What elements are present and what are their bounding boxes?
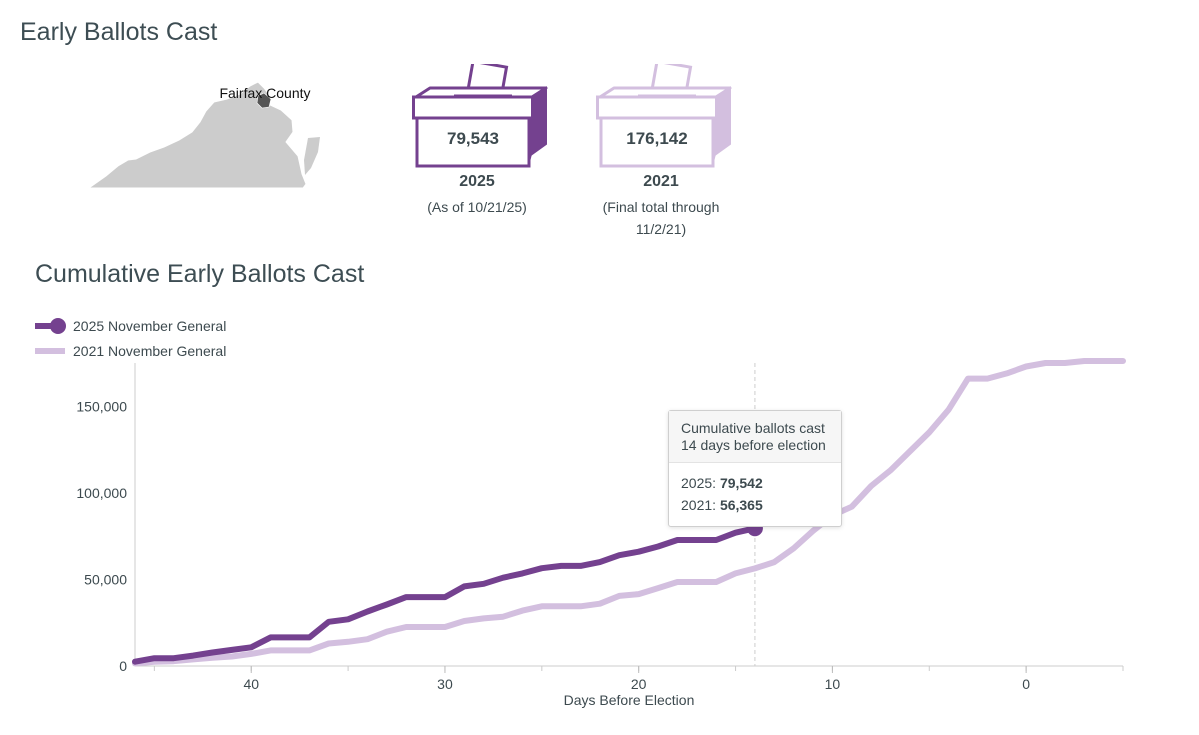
tooltip-row-2021: 2021: 56,365 (681, 494, 829, 516)
tooltip-title: Cumulative ballots cast 14 days before e… (669, 411, 841, 463)
tooltip-value: 56,365 (719, 497, 763, 513)
page-title: Early Ballots Cast (20, 18, 218, 46)
tooltip-body: 2025: 79,542 2021: 56,365 (669, 463, 841, 526)
ballot-year-2025: 2025 (459, 173, 495, 190)
y-tick-label: 50,000 (84, 571, 127, 587)
tooltip-row-2025: 2025: 79,542 (681, 472, 829, 494)
ballot-box-2021: 176,142 2021 (Final total through 11/2/2… (596, 64, 732, 237)
legend-label-2021: 2021 November General (73, 342, 227, 359)
legend-label-2025: 2025 November General (73, 317, 227, 334)
fairfax-county-shape (256, 92, 272, 109)
x-tick-label: 10 (825, 676, 841, 692)
x-tick-label: 0 (1022, 676, 1030, 692)
tooltip-label: 2021: (681, 497, 717, 513)
ballot-note-2025: (As of 10/21/25) (427, 199, 527, 215)
legend-line-marker-2021 (35, 347, 65, 354)
virginia-map: Fairfax County (87, 81, 320, 189)
chart-section-title: Cumulative Early Ballots Cast (35, 260, 365, 288)
legend-line-marker-2025 (35, 317, 66, 334)
tooltip-label: 2025: (681, 475, 717, 491)
virginia-state-shape (87, 81, 307, 189)
y-tick-label: 100,000 (76, 485, 127, 501)
y-tick-label: 0 (119, 658, 127, 674)
fairfax-county-label: Fairfax County (219, 85, 310, 101)
legend-item-2025[interactable]: 2025 November General (35, 313, 226, 338)
x-tick-label: 30 (437, 676, 453, 692)
eastern-shore-shape (304, 137, 320, 175)
series-line-2021[interactable] (132, 358, 1126, 667)
legend-item-2021[interactable]: 2021 November General (35, 338, 226, 363)
x-tick-label: 40 (243, 676, 259, 692)
ballot-count-2025: 79,543 (447, 129, 499, 148)
y-tick-label: 150,000 (76, 398, 127, 414)
ballot-box-icon (412, 64, 548, 168)
ballot-count-2021: 176,142 (626, 129, 688, 148)
chart-tooltip: Cumulative ballots cast 14 days before e… (668, 410, 842, 527)
cumulative-ballots-chart: 0 50,000 100,000 150,000 40 30 20 10 0 Days Befor… (76, 358, 1126, 708)
ballot-box-2025: 79,543 2025 (As of 10/21/25) (412, 64, 548, 215)
ballot-note-2021: (Final total through 11/2/21) (602, 199, 720, 237)
chart-legend: 2025 November General 2021 November Gene… (35, 313, 226, 363)
ballot-year-2021: 2021 (643, 173, 679, 190)
x-tick-label: 20 (631, 676, 647, 692)
series-line-2025[interactable] (132, 525, 758, 665)
ballot-box-icon (596, 64, 732, 168)
tooltip-value: 79,542 (719, 475, 763, 491)
x-axis-title: Days Before Election (564, 692, 695, 708)
